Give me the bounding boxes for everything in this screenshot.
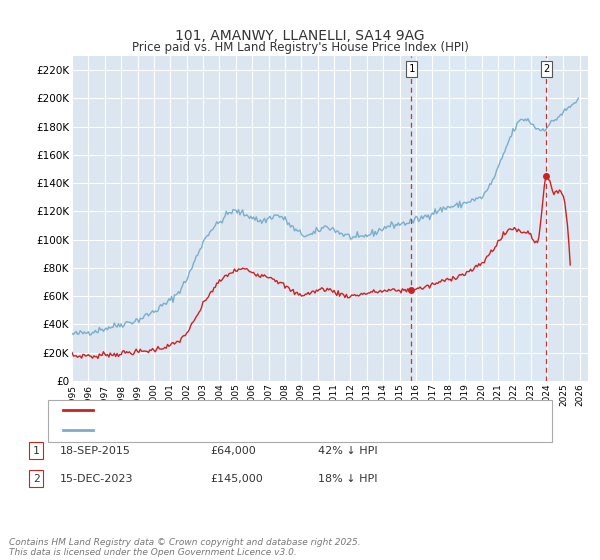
Text: £145,000: £145,000 <box>210 474 263 484</box>
Text: Contains HM Land Registry data © Crown copyright and database right 2025.
This d: Contains HM Land Registry data © Crown c… <box>9 538 361 557</box>
Text: 18% ↓ HPI: 18% ↓ HPI <box>318 474 377 484</box>
Text: 2: 2 <box>543 64 550 74</box>
Text: 18-SEP-2015: 18-SEP-2015 <box>60 446 131 456</box>
Text: 101, AMANWY, LLANELLI, SA14 9AG (semi-detached house): 101, AMANWY, LLANELLI, SA14 9AG (semi-de… <box>102 405 413 416</box>
Text: £64,000: £64,000 <box>210 446 256 456</box>
Text: HPI: Average price, semi-detached house, Carmarthenshire: HPI: Average price, semi-detached house,… <box>102 425 412 435</box>
Text: 42% ↓ HPI: 42% ↓ HPI <box>318 446 377 456</box>
Text: 15-DEC-2023: 15-DEC-2023 <box>60 474 133 484</box>
Text: 2: 2 <box>32 474 40 484</box>
Bar <box>412 56 547 381</box>
Text: 1: 1 <box>408 64 415 74</box>
Text: Price paid vs. HM Land Registry's House Price Index (HPI): Price paid vs. HM Land Registry's House … <box>131 41 469 54</box>
Text: 101, AMANWY, LLANELLI, SA14 9AG: 101, AMANWY, LLANELLI, SA14 9AG <box>175 29 425 44</box>
Text: 1: 1 <box>32 446 40 456</box>
